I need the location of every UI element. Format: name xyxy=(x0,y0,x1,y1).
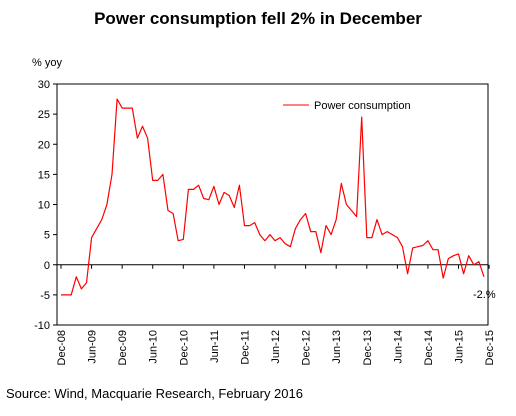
chart-title: Power consumption fell 2% in December xyxy=(94,9,422,28)
x-tick-label: Dec-11 xyxy=(239,330,251,365)
y-tick-label: 15 xyxy=(38,169,50,181)
series-line xyxy=(61,98,485,296)
legend: Power consumption xyxy=(283,100,411,112)
y-tick-label: 5 xyxy=(44,230,50,242)
y-tick-label: 30 xyxy=(38,79,50,91)
x-tick-label: Dec-08 xyxy=(56,330,68,365)
annotation-label: -2.% xyxy=(473,289,496,301)
y-tick-label: 10 xyxy=(38,200,50,212)
x-tick-label: Jun-13 xyxy=(331,330,343,364)
y-tick-label: -10 xyxy=(34,320,50,332)
y-tick-label: 25 xyxy=(38,109,50,121)
y-tick-label: 0 xyxy=(44,260,50,272)
x-tick-label: Jun-12 xyxy=(270,330,282,364)
source-note: Source: Wind, Macquarie Research, Februa… xyxy=(6,386,303,401)
axes: 30 25 20 15 10 5 0 -5 -10 Dec-08 Jun-09 Dec-09 Jun-1… xyxy=(34,79,496,365)
x-tick-label: Dec-14 xyxy=(423,330,435,365)
legend-label: Power consumption xyxy=(314,100,411,112)
series-layer xyxy=(61,98,485,296)
plot-border xyxy=(56,83,489,326)
x-tick-label: Dec-09 xyxy=(117,330,129,365)
x-tick-label: Jun-15 xyxy=(454,330,466,364)
x-tick-label: Jun-11 xyxy=(209,330,221,363)
y-axis-label: % yoy xyxy=(32,57,62,69)
x-tick-label: Jun-10 xyxy=(148,330,160,364)
x-tick-label: Dec-10 xyxy=(178,330,190,365)
x-tick-label: Dec-15 xyxy=(484,330,496,365)
y-tick-label: 20 xyxy=(38,139,50,151)
x-tick-label: Jun-14 xyxy=(392,330,404,364)
x-tick-label: Dec-13 xyxy=(362,330,374,365)
x-tick-label: Jun-09 xyxy=(87,330,99,364)
y-tick-label: -5 xyxy=(40,290,50,302)
x-tick-label: Dec-12 xyxy=(301,330,313,365)
